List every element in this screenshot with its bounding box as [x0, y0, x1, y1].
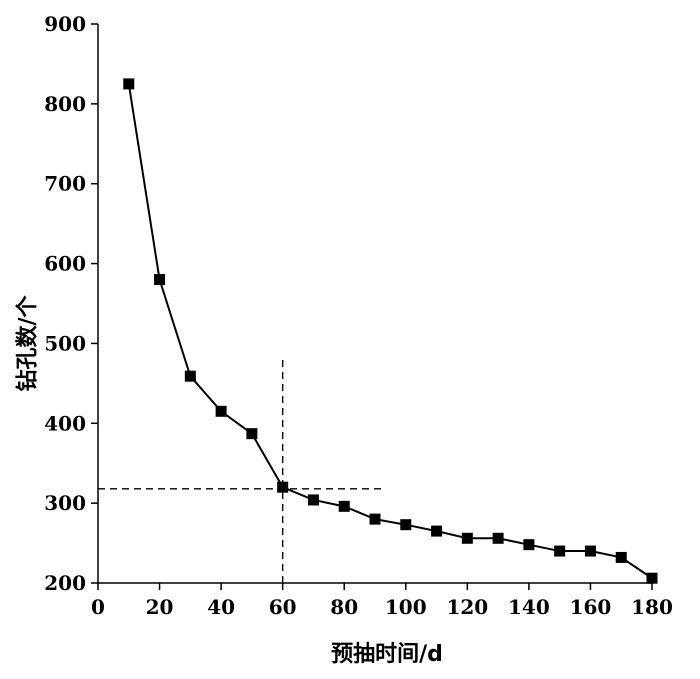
data-point	[646, 572, 658, 584]
x-ticks: 0 20 40 60 80 100 120 140 160 180	[91, 583, 673, 619]
y-tick-label: 200	[44, 571, 86, 595]
y-tick-label: 300	[44, 491, 86, 515]
data-point	[461, 532, 473, 544]
x-tick-label: 40	[207, 595, 235, 619]
data-point	[400, 519, 412, 531]
data-point	[154, 274, 166, 286]
data-point	[215, 405, 227, 417]
x-axis-label: 预抽时间/d	[331, 642, 443, 667]
guide-lines	[98, 359, 385, 583]
series-line	[127, 83, 653, 580]
x-tick-label: 60	[269, 595, 297, 619]
series-group	[123, 78, 658, 584]
x-tick-label: 180	[631, 595, 673, 619]
x-tick-label: 20	[146, 595, 174, 619]
data-point	[554, 545, 566, 557]
y-tick-label: 700	[44, 172, 86, 196]
data-point	[123, 78, 135, 90]
x-tick-label: 120	[446, 595, 488, 619]
data-point	[277, 481, 289, 493]
x-tick-label: 80	[330, 595, 358, 619]
data-point	[431, 525, 443, 537]
data-point	[369, 513, 381, 525]
data-point	[615, 551, 627, 563]
x-tick-label: 160	[570, 595, 612, 619]
y-tick-label: 400	[44, 411, 86, 435]
y-ticks: 200 300 400 500 600 700 800 900	[44, 12, 98, 595]
x-tick-label: 140	[508, 595, 550, 619]
axes	[97, 24, 652, 584]
x-tick-label: 100	[385, 595, 427, 619]
y-tick-label: 600	[44, 252, 86, 276]
data-point	[246, 428, 258, 440]
y-tick-label: 500	[44, 331, 86, 355]
x-tick-label: 0	[91, 595, 105, 619]
data-point	[523, 539, 535, 551]
data-point	[307, 494, 319, 506]
y-axis-label: 钻孔数/个	[15, 294, 41, 391]
data-point	[338, 500, 350, 512]
data-point	[584, 545, 596, 557]
data-point	[492, 532, 504, 544]
y-tick-label: 900	[44, 12, 86, 36]
y-tick-label: 800	[44, 92, 86, 116]
data-point	[184, 370, 196, 382]
